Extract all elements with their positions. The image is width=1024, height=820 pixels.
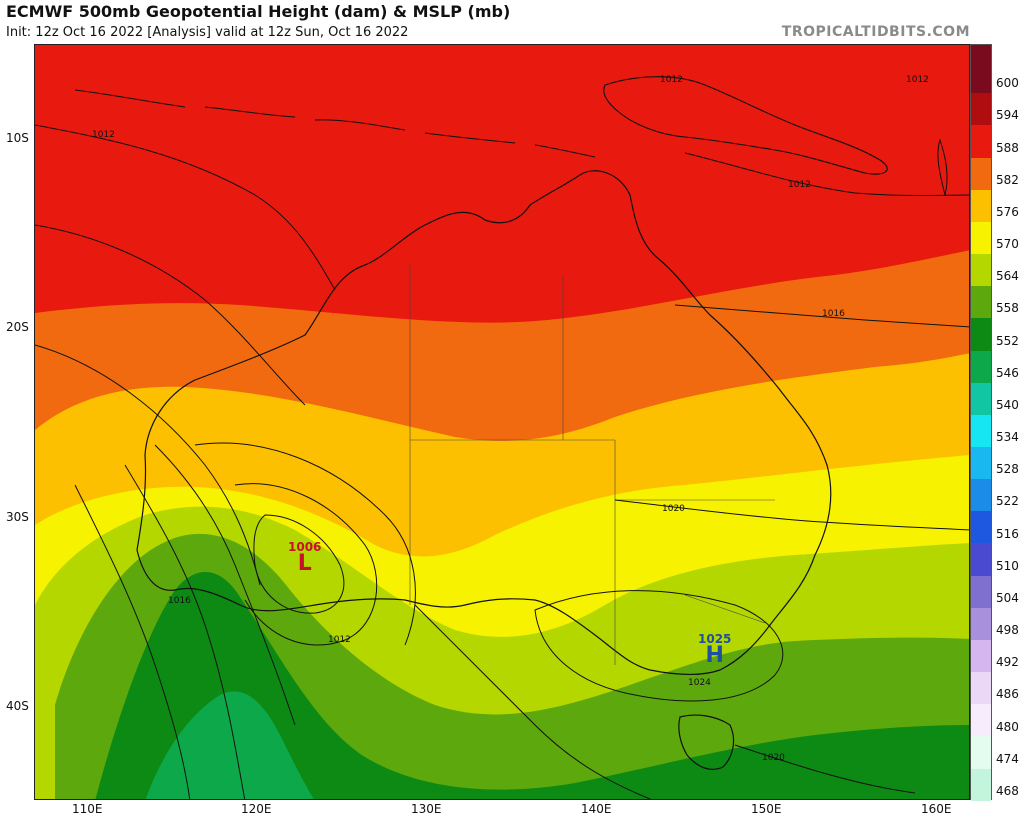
colorbar-label: 540 <box>996 397 1019 412</box>
colorbar-label: 564 <box>996 269 1019 284</box>
colorbar-label: 600 <box>996 76 1019 91</box>
colorbar-label: 528 <box>996 462 1019 477</box>
lat-label-40s: 40S <box>6 699 29 713</box>
colorbar-segment <box>971 768 991 801</box>
lon-label-130e: 130E <box>411 802 442 816</box>
colorbar-segment <box>971 221 991 255</box>
colorbar-label: 492 <box>996 655 1019 670</box>
colorbar-segment <box>971 672 991 705</box>
colorbar-segment <box>971 704 991 737</box>
colorbar-label: 516 <box>996 526 1019 541</box>
colorbar-label: 486 <box>996 687 1019 702</box>
colorbar-label: 588 <box>996 140 1019 155</box>
colorbar-label: 594 <box>996 108 1019 123</box>
colorbar-segment <box>971 350 991 383</box>
colorbar-label: 498 <box>996 623 1019 638</box>
colorbar-segment <box>971 318 991 351</box>
colorbar-segment <box>971 125 991 158</box>
colorbar-segment <box>971 157 991 190</box>
isobar-label: 1012 <box>92 130 115 140</box>
colorbar-label: 522 <box>996 494 1019 509</box>
colorbar-segment <box>971 607 991 640</box>
low-pressure-letter: L <box>297 551 312 576</box>
colorbar-label: 552 <box>996 333 1019 348</box>
colorbar-segment <box>971 736 991 769</box>
lat-label-30s: 30S <box>6 510 29 524</box>
colorbar-segment <box>971 511 991 544</box>
height-band-546 <box>145 691 314 799</box>
state-borders <box>409 265 775 665</box>
colorbar-label: 546 <box>996 365 1019 380</box>
low-pressure-marker: 1006 L <box>288 540 322 576</box>
low-pressure-value: 1006 <box>288 540 322 554</box>
isobar-label: 1012 <box>660 75 683 85</box>
brand-watermark: TROPICALTIDBITS.COM <box>781 24 970 40</box>
lon-label-110e: 110E <box>72 802 103 816</box>
isobar-label: 1012 <box>788 180 811 190</box>
colorbar-label: 558 <box>996 301 1019 316</box>
map-title: ECMWF 500mb Geopotential Height (dam) & … <box>6 2 511 21</box>
lon-label-140e: 140E <box>581 802 612 816</box>
map-canvas <box>34 44 970 800</box>
colorbar-label: 510 <box>996 558 1019 573</box>
colorbar-segment <box>971 254 991 287</box>
lon-label-120e: 120E <box>241 802 272 816</box>
colorbar-segment <box>971 479 991 512</box>
colorbar-label: 570 <box>996 237 1019 252</box>
tasmania-coastline <box>678 714 735 770</box>
colorbar-label: 474 <box>996 751 1019 766</box>
isobar-label: 1024 <box>688 678 711 688</box>
colorbar-label: 480 <box>996 719 1019 734</box>
colorbar-label: 504 <box>996 590 1019 605</box>
height-band-552 <box>95 572 969 799</box>
colorbar-label: 576 <box>996 204 1019 219</box>
isobar-label: 1016 <box>822 309 845 319</box>
geopotential-map <box>35 45 969 799</box>
isobars <box>35 124 969 799</box>
isobar-label: 1020 <box>762 753 785 763</box>
high-pressure-marker: 1025 H <box>698 632 732 668</box>
new-guinea-coastline <box>603 76 888 175</box>
colorbar-segment <box>971 575 991 608</box>
colorbar-segment <box>971 382 991 415</box>
high-pressure-value: 1025 <box>698 632 732 646</box>
lon-label-160e: 160E <box>921 802 952 816</box>
high-pressure-letter: H <box>705 643 724 668</box>
australia-coastline <box>136 170 832 676</box>
colorbar-segment <box>971 45 991 94</box>
colorbar-segment <box>971 93 991 126</box>
colorbar-segment <box>971 639 991 673</box>
colorbar-label: 468 <box>996 784 1019 798</box>
colorbar-segment <box>971 446 991 480</box>
height-colorbar <box>970 44 992 801</box>
colorbar-label: 582 <box>996 172 1019 187</box>
lat-label-20s: 20S <box>6 320 29 334</box>
isobar-label: 1012 <box>328 635 351 645</box>
lat-label-10s: 10S <box>6 131 29 145</box>
isobar-label: 1012 <box>906 75 929 85</box>
isobar-label: 1016 <box>168 596 191 606</box>
colorbar-label: 534 <box>996 430 1019 445</box>
indonesia-islands <box>74 89 596 158</box>
lon-label-150e: 150E <box>751 802 782 816</box>
colorbar-segment <box>971 414 991 447</box>
isobar-label: 1020 <box>662 504 685 514</box>
colorbar-segment <box>971 189 991 222</box>
colorbar-segment <box>971 286 991 319</box>
colorbar-segment <box>971 543 991 576</box>
map-subtitle: Init: 12z Oct 16 2022 [Analysis] valid a… <box>6 25 409 40</box>
